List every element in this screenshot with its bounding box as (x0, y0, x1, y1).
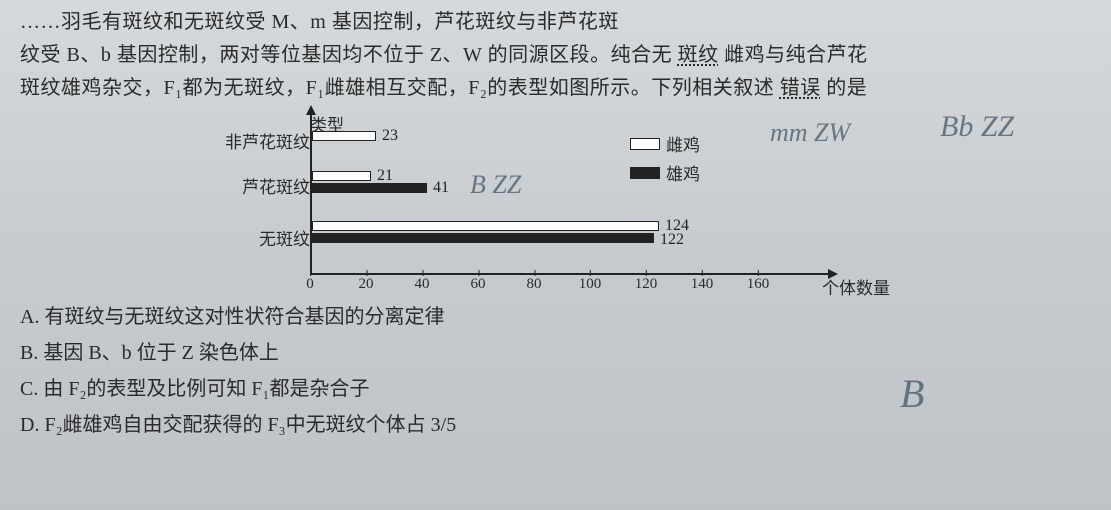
tick-6: 120 (635, 276, 658, 293)
option-a: A. 有斑纹与无斑纹这对性状符合基因的分离定律 (20, 299, 1091, 335)
tick-0: 0 (306, 276, 314, 293)
q-line2a: 纹受 B、b 基因控制，两对等位基因均不位于 Z、W 的同源区段。纯合无 (20, 44, 672, 66)
cat-label-1: 非芦花斑纹 (190, 128, 310, 153)
val-hen-1: 23 (382, 127, 398, 145)
page: ……羽毛有斑纹和无斑纹受 M、m 基因控制，芦花斑纹与非芦花斑 纹受 B、b 基… (0, 0, 1111, 510)
legend-rooster-label: 雄鸡 (666, 160, 700, 185)
tick-8: 160 (747, 276, 770, 293)
legend: 雌鸡 雄鸡 (630, 131, 700, 189)
tick-1: 20 (359, 276, 374, 293)
handwriting-2: Bb ZZ (940, 110, 1014, 144)
bar-rooster-3 (312, 233, 654, 243)
bar-rooster-2 (312, 183, 427, 193)
val-rooster-3: 122 (660, 231, 684, 249)
q-line3b: 的是 (826, 77, 867, 99)
val-rooster-2: 41 (433, 179, 449, 197)
tick-5: 100 (579, 276, 602, 293)
q-line2-u: 斑纹 (678, 44, 719, 66)
bar-hen-1 (312, 131, 376, 141)
option-c: C. 由 F₂的表型及比例可知 F₁都是杂合子 (20, 371, 1091, 407)
cat-label-2: 芦花斑纹 (190, 173, 310, 198)
q-line2b: 雌鸡与纯合芦花 (724, 44, 868, 66)
bar-hen-2 (312, 171, 371, 181)
legend-hen-label: 雌鸡 (666, 131, 700, 156)
option-d: D. F₂雌雄鸡自由交配获得的 F₃中无斑纹个体占 3/5 (20, 407, 1091, 443)
q-line3a: 斑纹雄鸡杂交，F₁都为无斑纹，F₁雌雄相互交配，F₂的表型如图所示。下列相关叙述 (20, 77, 774, 99)
question-stem: ……羽毛有斑纹和无斑纹受 M、m 基因控制，芦花斑纹与非芦花斑 纹受 B、b 基… (20, 6, 1091, 105)
option-b: B. 基因 B、b 位于 Z 染色体上 (20, 335, 1091, 371)
q-line1: ……羽毛有斑纹和无斑纹受 M、m 基因控制，芦花斑纹与非芦花斑 (20, 11, 619, 33)
handwriting-1: mm ZW (770, 118, 850, 148)
tick-4: 80 (527, 276, 542, 293)
legend-swatch-solid (630, 167, 660, 179)
x-axis-label: 个体数量 (822, 274, 890, 299)
legend-swatch-hollow (630, 138, 660, 150)
bar-hen-3 (312, 221, 659, 231)
legend-hen: 雌鸡 (630, 131, 700, 156)
x-ticks: 0 20 40 60 80 100 120 140 160 (310, 275, 830, 293)
q-line3-u: 错误 (780, 77, 821, 99)
handwriting-3: B (900, 370, 924, 417)
handwriting-4: B ZZ (470, 170, 521, 200)
answer-options: A. 有斑纹与无斑纹这对性状符合基因的分离定律 B. 基因 B、b 位于 Z 染… (20, 299, 1091, 443)
legend-rooster: 雄鸡 (630, 160, 700, 185)
tick-2: 40 (415, 276, 430, 293)
tick-3: 60 (471, 276, 486, 293)
tick-7: 140 (691, 276, 714, 293)
bar-chart: 类型 非芦花斑纹 23 芦花斑纹 21 41 无斑纹 124 122 0 20 … (210, 113, 830, 293)
cat-label-3: 无斑纹 (190, 225, 310, 250)
